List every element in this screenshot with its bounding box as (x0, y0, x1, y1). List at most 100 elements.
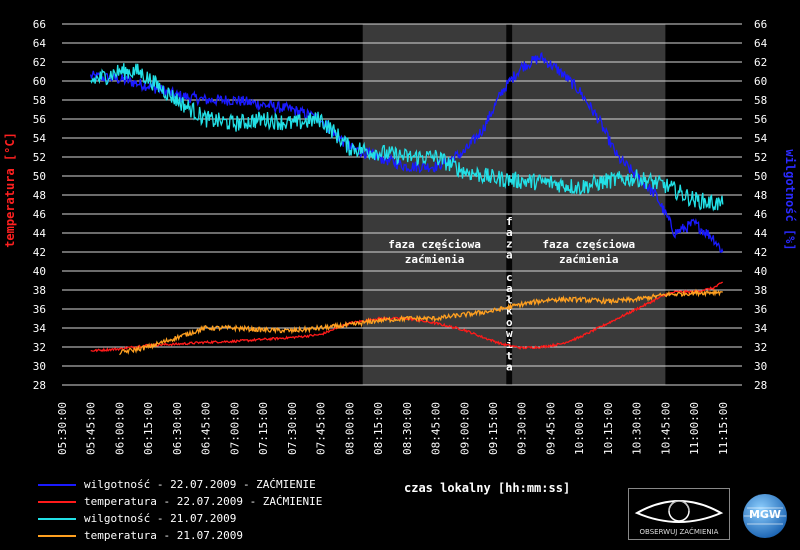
y-tick-label-right: 32 (754, 341, 767, 354)
y-tick-label-right: 38 (754, 284, 767, 297)
y-tick-label-right: 36 (754, 303, 767, 316)
mgw-logo: MGW (741, 492, 789, 540)
x-tick-label: 10:00:00 (573, 402, 586, 455)
phase-label-char: a (506, 361, 513, 374)
x-tick-label: 08:30:00 (401, 402, 414, 455)
y-tick-label-left: 34 (33, 322, 47, 335)
logo-caption: OBSERWUJ ZAĆMIENIA (639, 528, 719, 536)
y-tick-label-right: 64 (754, 37, 768, 50)
y-tick-label-right: 46 (754, 208, 767, 221)
phase-band (512, 24, 666, 385)
x-tick-label: 09:30:00 (516, 402, 529, 455)
y-tick-label-right: 56 (754, 113, 767, 126)
legend-label: temperatura - 21.07.2009 (84, 529, 243, 542)
y-tick-label-right: 44 (754, 227, 768, 240)
x-tick-label: 10:30:00 (631, 402, 644, 455)
y-tick-label-left: 46 (33, 208, 46, 221)
phase-label-char: c (506, 271, 513, 284)
x-tick-label: 06:15:00 (142, 402, 155, 455)
phase-label-char: t (506, 349, 513, 362)
series-lines (90, 51, 724, 356)
y-tick-label-right: 60 (754, 75, 767, 88)
legend-swatch (38, 534, 76, 537)
phase-label: zaćmienia (405, 253, 465, 266)
y-tick-label-left: 58 (33, 94, 46, 107)
y-tick-label-left: 50 (33, 170, 46, 183)
series-line (90, 51, 724, 254)
legend-item: wilgotność - 22.07.2009 - ZAĆMIENIE (38, 476, 322, 493)
legend-label: wilgotność - 21.07.2009 (84, 512, 237, 525)
y-tick-label-right: 66 (754, 18, 767, 31)
phase-label: faza częściowa (388, 238, 481, 251)
y-tick-label-left: 52 (33, 151, 46, 164)
legend: wilgotność - 22.07.2009 - ZAĆMIENIE temp… (38, 476, 322, 544)
eclipse-phase-bands (362, 24, 666, 385)
y-tick-label-right: 42 (754, 246, 767, 259)
x-tick-label: 08:45:00 (430, 402, 443, 455)
phase-labels: faza częściowa zaćmienia faza częściowa zać… (388, 215, 635, 374)
phase-label-char: f (506, 215, 513, 228)
y-tick-label-right: 28 (754, 379, 767, 392)
phase-label-char: a (506, 249, 513, 262)
x-tick-label: 09:00:00 (458, 402, 471, 455)
x-tick-label: 07:00:00 (228, 402, 241, 455)
x-axis-title: czas lokalny [hh:mm:ss] (404, 481, 571, 495)
phase-label-char: a (506, 226, 513, 239)
y-tick-label-right: 50 (754, 170, 767, 183)
y-tick-label-right: 62 (754, 56, 767, 69)
x-tick-label: 07:45:00 (315, 402, 328, 455)
y-tick-label-left: 60 (33, 75, 46, 88)
x-tick-label: 06:30:00 (171, 402, 184, 455)
x-ticks: 05:30:00 05:45:00 06:00:00 06:15:00 06:30:00… (56, 402, 730, 455)
x-tick-label: 09:45:00 (545, 402, 558, 455)
y-axis-title-left: temperatura [°C] (3, 132, 17, 248)
y-ticks-right: 28 30 32 34 36 38 40 42 44 46 48 50 52 54 56 58 60 62 64 66 (754, 18, 768, 392)
y-tick-label-right: 48 (754, 189, 767, 202)
y-tick-label-left: 48 (33, 189, 46, 202)
phase-label-char: a (506, 282, 513, 295)
globe-icon (743, 494, 787, 538)
legend-label: temperatura - 22.07.2009 - ZAĆMIENIE (84, 495, 323, 508)
x-tick-label: 11:15:00 (717, 402, 730, 455)
x-tick-label: 11:00:00 (688, 402, 701, 455)
y-tick-label-left: 42 (33, 246, 46, 259)
mgw-logo-text: MGW (748, 508, 782, 521)
y-tick-label-left: 66 (33, 18, 46, 31)
series-line (90, 63, 724, 212)
x-tick-label: 06:45:00 (200, 402, 213, 455)
y-tick-label-left: 30 (33, 360, 46, 373)
phase-band (506, 24, 513, 385)
eye-icon (634, 500, 724, 523)
y-tick-label-right: 30 (754, 360, 767, 373)
phase-label-char: o (506, 316, 513, 329)
y-tick-label-left: 36 (33, 303, 46, 316)
x-tick-label: 05:30:00 (56, 402, 69, 455)
y-tick-label-left: 32 (33, 341, 46, 354)
y-tick-label-left: 56 (33, 113, 46, 126)
x-tick-label: 08:00:00 (343, 402, 356, 455)
x-tick-label: 07:30:00 (286, 402, 299, 455)
x-tick-label: 05:45:00 (85, 402, 98, 455)
y-tick-label-left: 64 (33, 37, 47, 50)
x-tick-label: 10:15:00 (602, 402, 615, 455)
phase-label: faza częściowa (542, 238, 635, 251)
legend-item: temperatura - 22.07.2009 - ZAĆMIENIE (38, 493, 322, 510)
y-tick-label-right: 52 (754, 151, 767, 164)
x-tick-label: 06:00:00 (114, 402, 127, 455)
x-tick-label: 10:45:00 (659, 402, 672, 455)
y-tick-label-left: 62 (33, 56, 46, 69)
x-tick-label: 08:15:00 (372, 402, 385, 455)
legend-item: wilgotność - 21.07.2009 (38, 510, 322, 527)
y-tick-label-left: 38 (33, 284, 46, 297)
y-tick-label-left: 44 (33, 227, 47, 240)
x-tick-label: 09:15:00 (487, 402, 500, 455)
y-axis-title-right: wilgotność [%] (783, 149, 797, 250)
y-tick-label-left: 28 (33, 379, 46, 392)
phase-label-char: w (506, 327, 513, 340)
y-tick-label-right: 54 (754, 132, 768, 145)
phase-band (362, 24, 507, 385)
series-line (90, 281, 723, 353)
y-tick-label-right: 40 (754, 265, 767, 278)
legend-label: wilgotność - 22.07.2009 - ZAĆMIENIE (84, 478, 316, 491)
